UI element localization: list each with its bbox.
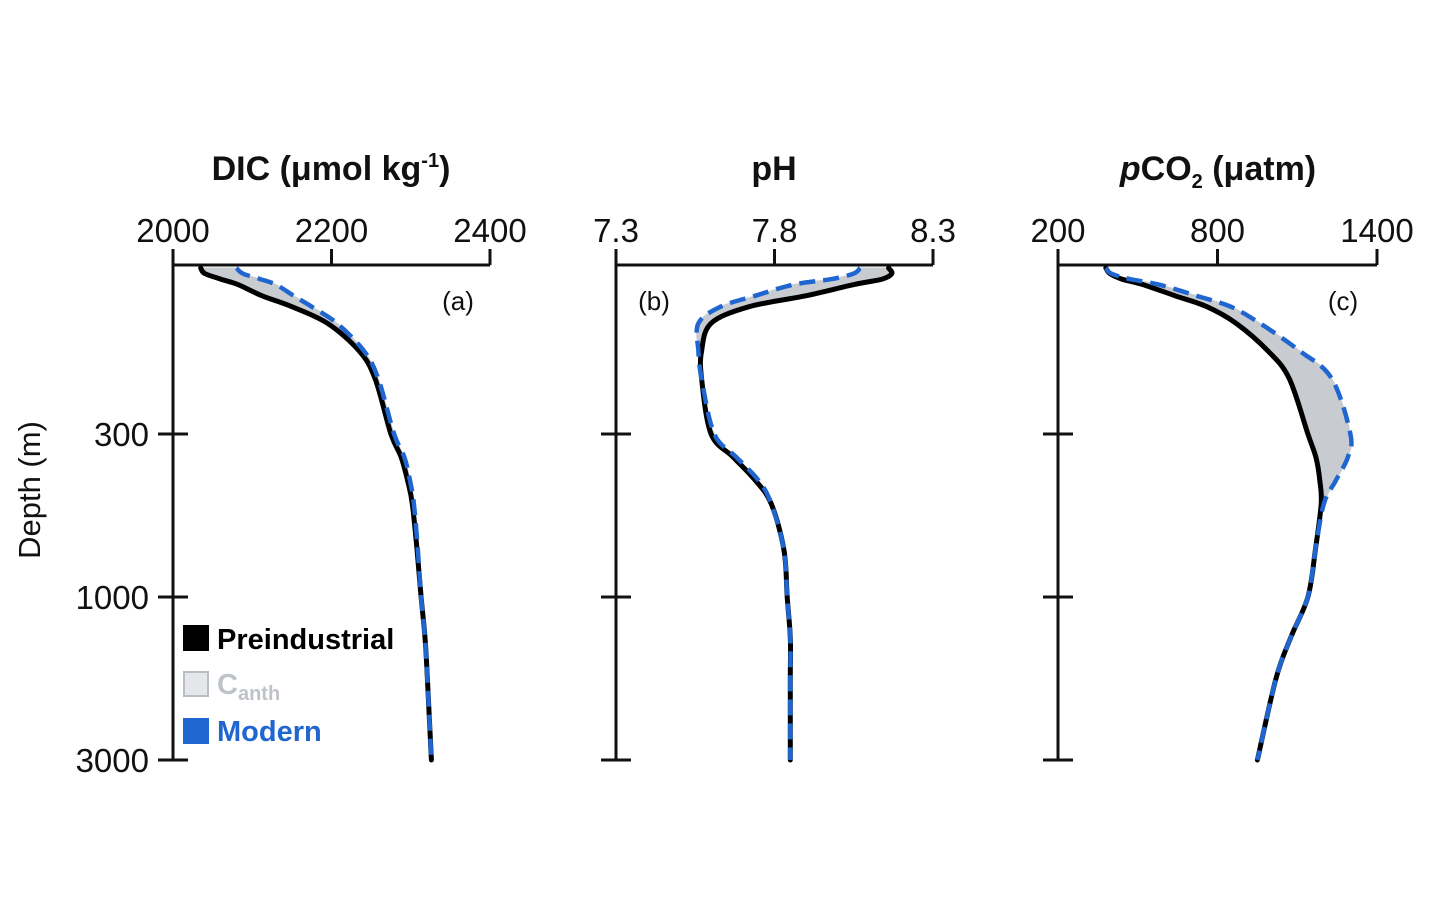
- title-dic: DIC (μmol kg-1): [212, 150, 451, 188]
- series-modern-line: [694, 266, 862, 760]
- x-tick-label: 800: [1190, 212, 1245, 249]
- legend: Preindustrial Canth Modern: [183, 624, 394, 748]
- y-tick-label: 1000: [76, 579, 149, 616]
- x-tick-label: 2200: [295, 212, 368, 249]
- legend-label-preindustrial: Preindustrial: [217, 624, 394, 656]
- y-tick-label: 300: [94, 416, 149, 453]
- legend-swatch-canth: [183, 671, 209, 697]
- canth-area: [1105, 267, 1352, 761]
- series-preindustrial-line: [1103, 265, 1324, 763]
- panel-label-c: (c): [1328, 286, 1358, 316]
- series-modern-line: [234, 266, 434, 761]
- panel-b: 7.3 7.8 8.3: [593, 212, 956, 763]
- y-tick-label: 3000: [76, 742, 149, 779]
- panel-c: 200 800 1400: [1030, 212, 1414, 763]
- panel-label-a: (a): [442, 286, 474, 316]
- x-tick-label: 2000: [136, 212, 209, 249]
- x-tick-label: 200: [1030, 212, 1085, 249]
- panel-a: 2000 2200 2400 300 1000 3000: [76, 212, 527, 779]
- title-ph: pH: [751, 150, 796, 188]
- canth-area: [696, 267, 893, 761]
- x-tick-label: 7.3: [593, 212, 639, 249]
- series-modern-line: [1104, 266, 1354, 761]
- series-preindustrial-line: [697, 265, 895, 763]
- x-tick-label: 8.3: [910, 212, 956, 249]
- x-tick-label: 2400: [453, 212, 526, 249]
- title-pco2: pCO2 (μatm): [1119, 150, 1316, 193]
- y-axis-label: Depth (m): [12, 421, 47, 559]
- legend-label-modern: Modern: [217, 716, 322, 748]
- x-tick-label: 7.8: [752, 212, 798, 249]
- legend-swatch-modern: [183, 718, 209, 744]
- x-tick-label: 1400: [1340, 212, 1413, 249]
- panel-label-b: (b): [638, 286, 670, 316]
- legend-label-canth: Canth: [217, 669, 280, 705]
- legend-swatch-preindustrial: [183, 625, 209, 651]
